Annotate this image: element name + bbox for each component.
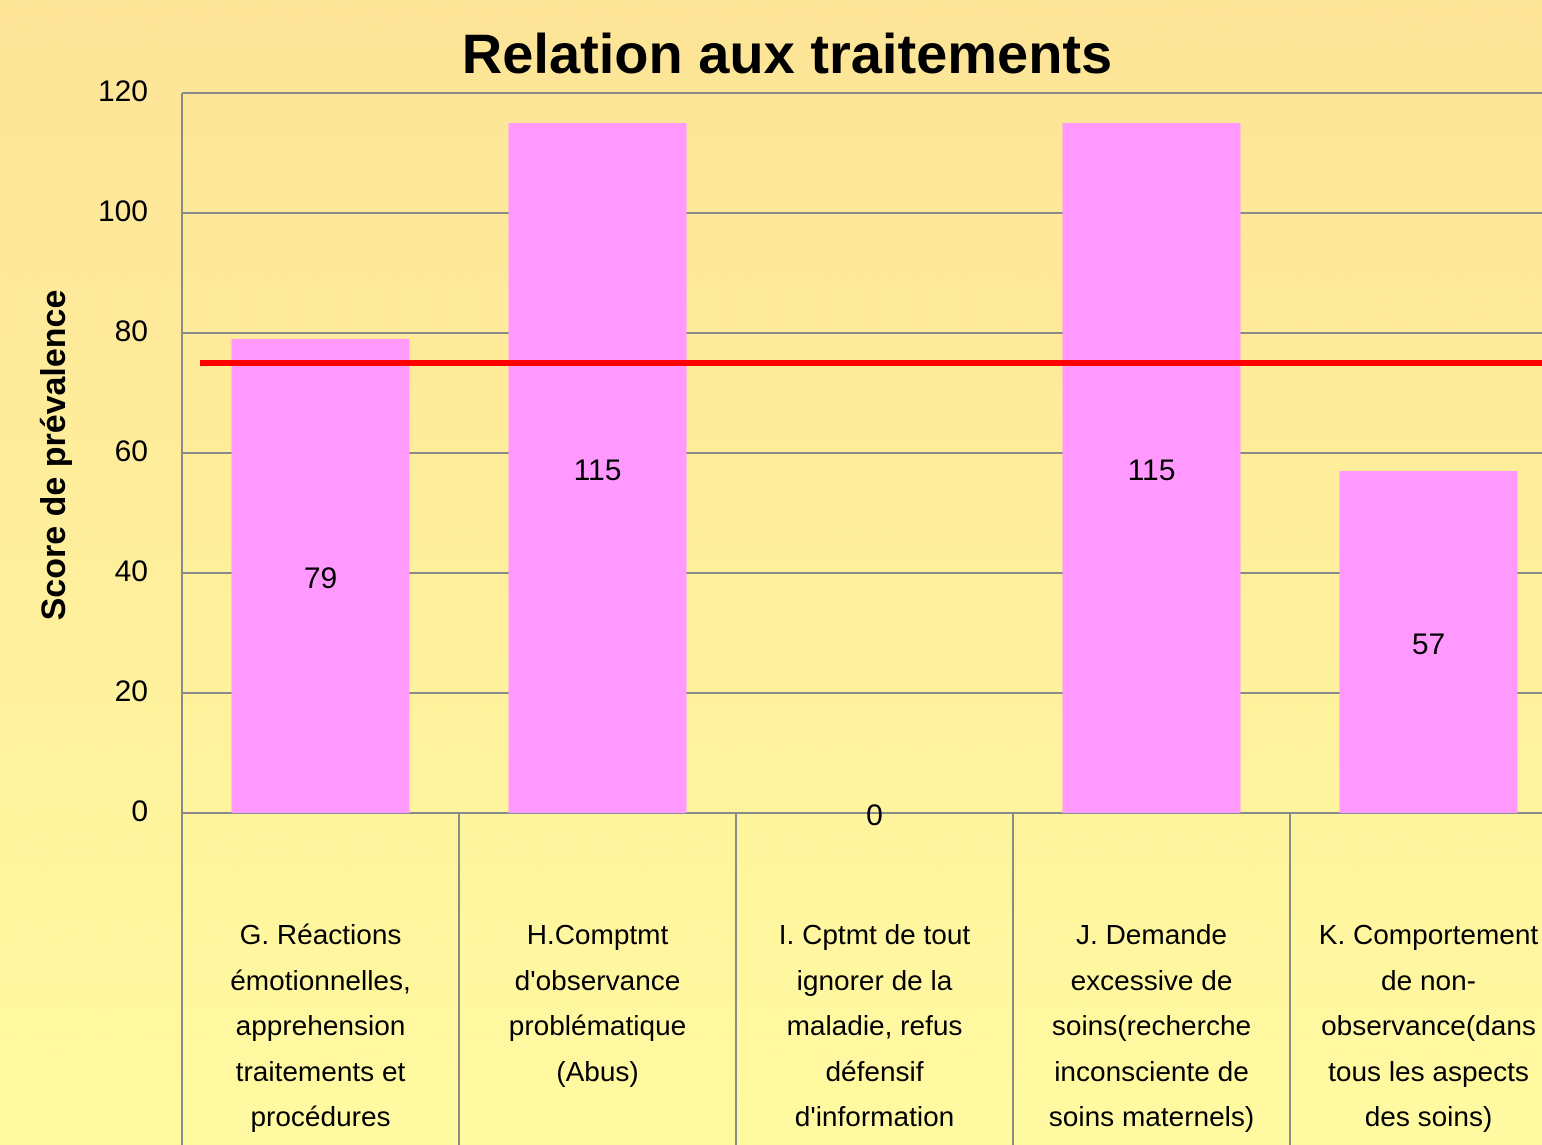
x-tick-label: J. Demande excessive de soins(recherche … [1048, 919, 1255, 1132]
y-tick-label: 20 [115, 675, 148, 708]
x-tick-label: H.Comptmt d'observance problématique (Ab… [508, 919, 687, 1087]
chart-title: Relation aux traitements [462, 22, 1112, 85]
data-label: 79 [304, 562, 337, 595]
y-tick-label: 60 [115, 435, 148, 468]
y-tick-label: 80 [115, 315, 148, 348]
bar [1062, 123, 1241, 813]
y-axis-label: Score de prévalence [35, 290, 73, 621]
bar [231, 339, 410, 813]
x-tick-label: K. Comportement de non- observance(dans … [1318, 919, 1539, 1132]
bar [508, 123, 687, 813]
bar [1339, 471, 1518, 813]
x-tick-label: G. Réactions émotionnelles, apprehension… [230, 919, 411, 1132]
data-label: 57 [1412, 628, 1445, 661]
data-label: 0 [866, 799, 883, 832]
y-tick-label: 40 [115, 555, 148, 588]
x-tick-label: I. Cptmt de tout ignorer de la maladie, … [778, 919, 971, 1132]
y-tick-label: 0 [131, 795, 148, 828]
data-label: 115 [574, 454, 622, 487]
data-label: 115 [1128, 454, 1176, 487]
y-tick-label: 120 [98, 75, 148, 108]
y-tick-label: 100 [98, 195, 148, 228]
